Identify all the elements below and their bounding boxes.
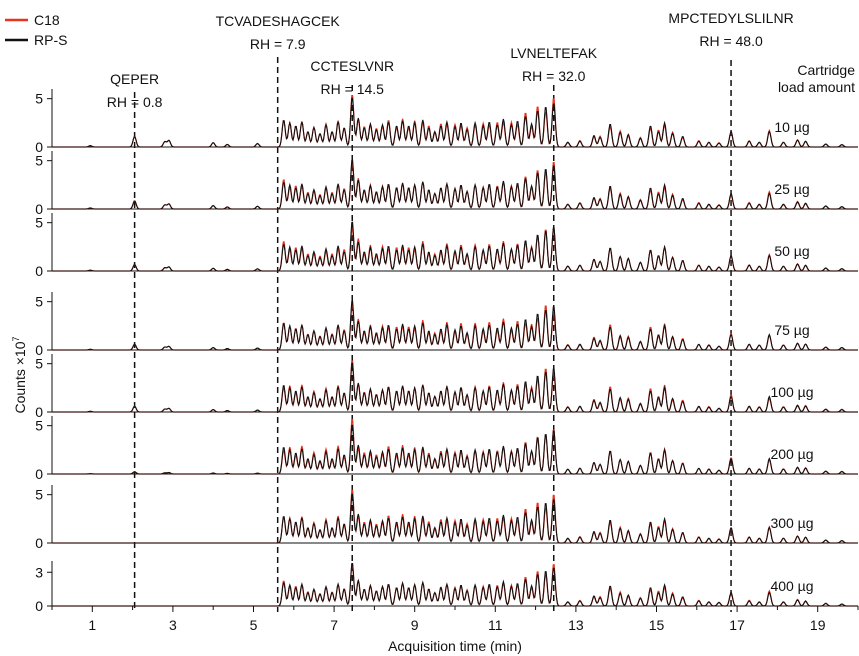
x-tick-label: 11 <box>488 617 503 633</box>
series-rp-s-trace <box>52 493 858 544</box>
series-rp-s-trace <box>52 362 858 413</box>
y-tick-label: 5 <box>35 487 43 503</box>
x-tick-label: 19 <box>810 617 826 633</box>
y-tick-label: 5 <box>35 91 43 107</box>
panel-0: 0 5 10 µg <box>35 89 858 155</box>
series-rp-s-trace <box>52 562 858 607</box>
load-header: load amount <box>778 79 855 95</box>
y-tick-label: 3 <box>35 564 43 580</box>
y-tick-label: 5 <box>35 356 43 372</box>
panel-5: 0 5 200 µg <box>35 416 858 482</box>
series-rp-s-trace <box>52 159 858 210</box>
x-tick-label: 1 <box>88 617 96 633</box>
y-tick-label: 0 <box>35 201 43 217</box>
y-tick-label: 0 <box>35 263 43 279</box>
x-tick-label: 17 <box>729 617 745 633</box>
y-tick-label: 0 <box>35 535 43 551</box>
series-c18-trace <box>52 564 858 607</box>
load-amount-label: 10 µg <box>774 119 809 135</box>
panel-7: 0 3 400 µg <box>35 561 858 614</box>
annotation-peptide: LVNELTEFAK <box>510 45 597 61</box>
annotation-peptide: TCVADESHAGCEK <box>216 13 341 29</box>
x-tick-label: 5 <box>250 617 258 633</box>
annotation-rh: RH = 7.9 <box>250 36 306 52</box>
y-tick-label: 0 <box>35 598 43 614</box>
legend: C18 RP-S <box>5 12 67 48</box>
series-rp-s-trace <box>52 221 858 272</box>
x-tick-label: 3 <box>169 617 177 633</box>
annotation-rh: RH = 48.0 <box>699 33 763 49</box>
load-amount-label: 100 µg <box>770 384 813 400</box>
series-c18-trace <box>52 489 858 544</box>
y-tick-label: 5 <box>35 215 43 231</box>
annotation-peptide: QEPER <box>110 71 159 87</box>
series-rp-s-trace <box>52 300 858 351</box>
y-tick-label: 5 <box>35 153 43 169</box>
y-tick-label: 0 <box>35 466 43 482</box>
annotation-rh: RH = 32.0 <box>522 68 586 84</box>
x-tick-label: 7 <box>330 617 338 633</box>
series-c18-trace <box>52 95 858 148</box>
x-tick-label: 15 <box>649 617 665 633</box>
panel-1: 0 5 25 µg <box>35 151 858 217</box>
load-amount-label: 200 µg <box>770 446 813 462</box>
load-amount-label: 25 µg <box>774 181 809 197</box>
load-header: Cartridge <box>797 62 855 78</box>
annotation-peptide: MPCTEDYLSLILNR <box>668 10 793 26</box>
series-rp-s-trace <box>52 424 858 475</box>
y-tick-label: 5 <box>35 294 43 310</box>
x-axis: 1 3 5 7 9 11 13 15 17 19 <box>51 606 859 633</box>
series-c18-trace <box>52 360 858 413</box>
y-tick-label: 0 <box>35 139 43 155</box>
y-tick-label: 0 <box>35 342 43 358</box>
series-c18-trace <box>52 162 858 210</box>
series-c18-trace <box>52 419 858 475</box>
load-amount-label: 75 µg <box>774 322 809 338</box>
load-amount-label: 50 µg <box>774 243 809 259</box>
y-axis-label: Counts ×107 <box>11 336 28 413</box>
panel-6: 0 5 300 µg <box>35 485 858 551</box>
legend-label-rp-s: RP-S <box>34 32 67 48</box>
series-c18-trace <box>52 303 858 351</box>
y-axis-label-text: Counts ×10 <box>12 341 28 413</box>
y-tick-label: 0 <box>35 404 43 420</box>
load-amount-label: 300 µg <box>770 515 813 531</box>
y-tick-label: 5 <box>35 418 43 434</box>
load-amount-label: 400 µg <box>770 578 813 594</box>
series-rp-s-trace <box>52 97 858 148</box>
x-axis-label: Acquisition time (min) <box>388 638 522 654</box>
annotation-peptide: CCTESLVNR <box>310 58 394 74</box>
panel-4: 0 5 100 µg <box>35 354 858 420</box>
legend-label-c18: C18 <box>34 12 60 28</box>
panel-3: 0 5 75 µg <box>35 292 858 358</box>
x-tick-label: 9 <box>411 617 419 633</box>
x-tick-label: 13 <box>568 617 584 633</box>
y-axis-label-exponent: 7 <box>11 336 21 341</box>
panel-2: 0 5 50 µg <box>35 213 858 279</box>
